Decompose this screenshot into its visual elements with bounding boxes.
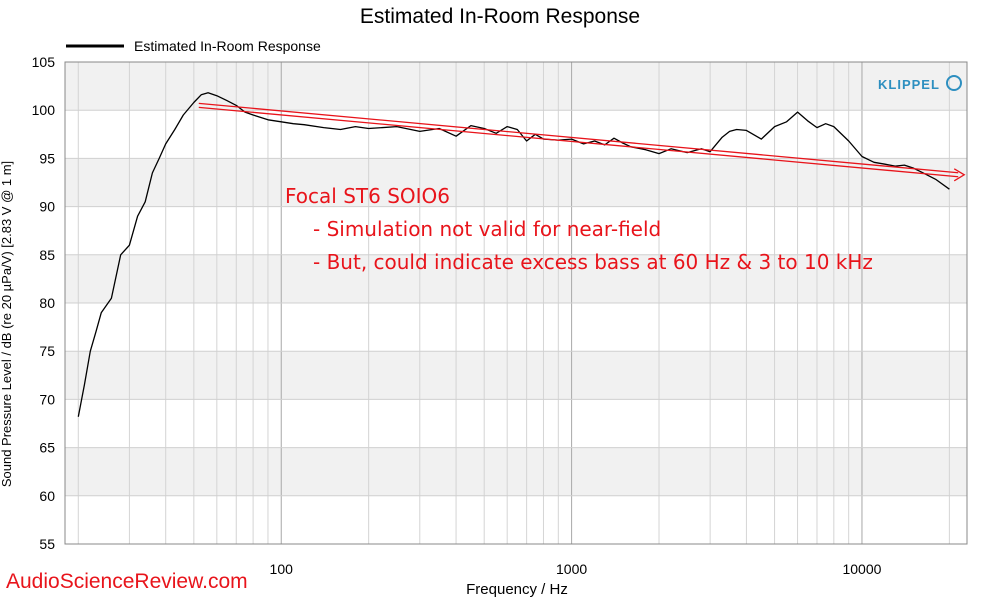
x-axis-label: Frequency / Hz [466,581,568,598]
chart-title: Estimated In-Room Response [360,5,640,28]
x-tick-label: 1000 [556,561,587,577]
y-tick-label: 60 [39,488,55,504]
trend-arrowhead [953,168,966,182]
y-tick-label: 55 [39,536,55,552]
trend-line-lower [198,106,959,178]
series-layer [77,92,966,417]
legend: Estimated In-Room Response [66,38,321,54]
y-tick-label: 85 [39,247,55,263]
annotation-note-2: - But, could indicate excess bass at 60 … [313,250,873,274]
trend-arrow [198,102,966,182]
y-tick-label: 90 [39,199,55,215]
series-in-room-response-line [77,92,950,417]
y-axis-label: Sound Pressure Level / dB (re 20 µPa/V) … [0,161,14,487]
grid-band [65,447,967,496]
x-tick-label: 100 [270,561,294,577]
y-tick-labels: 55 60 65 70 75 80 85 90 95 100 105 [32,54,56,552]
plot-border [64,61,968,545]
watermark: AudioScienceReview.com [6,570,248,593]
y-tick-label: 70 [39,391,55,407]
annotation-block: Focal ST6 SOIO6 - Simulation not valid f… [285,180,873,279]
klippel-logo-text: KLIPPEL [878,77,940,92]
y-tick-label: 105 [32,54,56,70]
y-tick-label: 95 [39,150,55,166]
grid-band [65,351,967,400]
y-tick-label: 65 [39,440,55,456]
x-tick-labels: 100 1000 10000 [270,561,882,577]
annotation-note-1: - Simulation not valid for near-field [313,217,662,241]
y-tick-label: 100 [32,102,56,118]
legend-label: Estimated In-Room Response [134,38,321,54]
klippel-logo-icon [946,75,963,91]
trend-line-upper [198,102,959,174]
x-tick-label: 10000 [842,561,881,577]
y-tick-label: 80 [39,295,55,311]
annotation-title: Focal ST6 SOIO6 [285,184,450,208]
y-tick-label: 75 [39,343,55,359]
klippel-logo: KLIPPEL [878,75,963,92]
